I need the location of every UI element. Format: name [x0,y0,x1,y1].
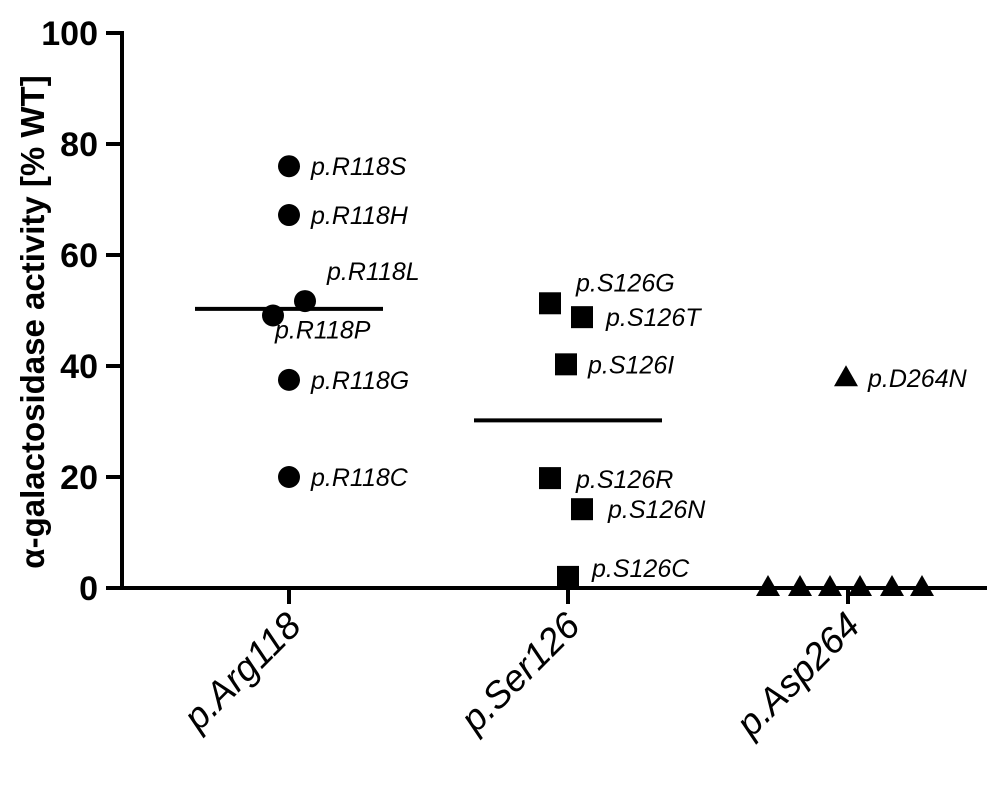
y-axis-title: α-galactosidase activity [% WT] [14,75,51,568]
point-label: p.S126G [575,269,675,297]
triangle-marker [756,574,780,596]
x-category-label: p.Ser126 [452,604,588,740]
square-marker [539,292,561,315]
circle-marker [278,204,300,227]
circle-marker [278,368,300,391]
point-label: p.S126T [605,304,702,332]
point-labels: p.R118S p.R118H p.R118L p.R118P p.R118G p.R11… [274,153,968,583]
square-marker [571,306,593,329]
triangle-marker [834,365,858,387]
square-marker [539,467,561,490]
circle-marker [294,290,316,313]
y-tick-label: 40 [60,348,98,386]
x-category-label: p.Asp264 [727,605,867,745]
triangle-marker [788,574,812,596]
y-tick-label: 80 [60,126,98,164]
point-label: p.R118C [310,464,409,492]
point-label: p.D264N [867,365,968,393]
circle-marker [262,304,284,327]
circle-marker [278,466,300,488]
y-tick-label: 60 [60,237,98,275]
triangle-marker [910,574,934,596]
y-ticks: 0 20 40 60 80 100 [41,15,122,608]
x-ticks: p.Arg118 p.Ser126 p.Asp264 [175,588,868,745]
point-label: p.S126I [587,351,674,379]
triangle-marker [848,574,872,596]
triangle-marker [818,574,842,596]
circle-marker [278,155,300,178]
x-category-label: p.Arg118 [175,604,309,738]
square-marker [557,565,579,588]
point-label: p.R118S [310,153,407,181]
y-tick-label: 20 [60,459,98,497]
mean-lines [195,306,662,423]
y-tick-label: 0 [79,570,98,608]
triangle-marker [880,574,904,596]
data-points [262,155,934,596]
square-marker [555,353,577,376]
point-label: p.R118G [310,367,409,395]
point-label: p.R118L [326,258,420,286]
point-label: p.R118H [310,202,409,230]
y-tick-label: 100 [41,15,98,53]
point-label: p.S126R [575,466,673,494]
point-label: p.S126N [607,496,706,524]
square-marker [571,498,593,521]
point-label: p.R118P [274,316,371,344]
point-label: p.S126C [591,555,690,583]
